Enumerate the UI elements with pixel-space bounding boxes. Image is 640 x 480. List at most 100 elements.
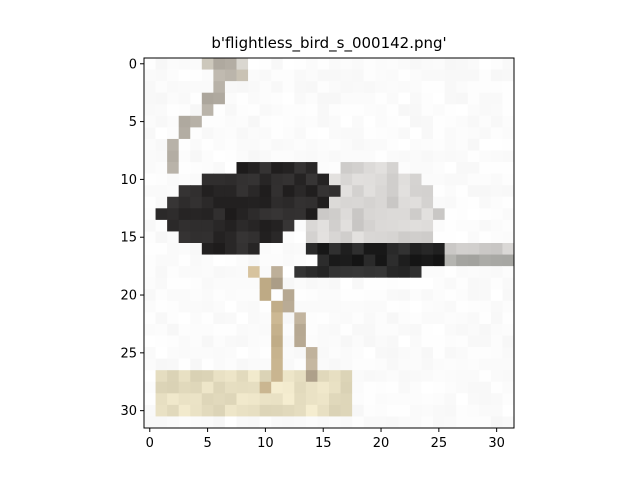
image-pixel	[456, 382, 468, 394]
image-pixel	[179, 312, 191, 324]
image-pixel	[410, 289, 422, 301]
image-pixel	[364, 301, 376, 313]
image-pixel	[364, 347, 376, 359]
image-pixel	[202, 220, 214, 232]
image-pixel	[398, 382, 410, 394]
image-pixel	[445, 266, 457, 278]
image-pixel	[190, 255, 202, 267]
image-pixel	[352, 185, 364, 197]
image-pixel	[167, 370, 179, 382]
image-pixel	[502, 347, 514, 359]
image-pixel	[167, 231, 179, 243]
image-pixel	[144, 312, 156, 324]
image-pixel	[167, 220, 179, 232]
image-pixel	[410, 104, 422, 116]
image-pixel	[144, 393, 156, 405]
image-pixel	[144, 289, 156, 301]
image-pixel	[179, 347, 191, 359]
image-pixel	[248, 185, 260, 197]
image-pixel	[491, 93, 503, 105]
image-pixel	[422, 405, 434, 417]
image-pixel	[294, 336, 306, 348]
image-pixel	[317, 370, 329, 382]
image-pixel	[202, 151, 214, 163]
image-pixel	[260, 208, 272, 220]
image-pixel	[237, 231, 249, 243]
image-pixel	[179, 104, 191, 116]
image-pixel	[502, 278, 514, 290]
image-pixel	[375, 336, 387, 348]
image-pixel	[341, 336, 353, 348]
image-pixel	[225, 266, 237, 278]
image-pixel	[456, 243, 468, 255]
image-pixel	[479, 370, 491, 382]
image-pixel	[468, 336, 480, 348]
image-pixel	[422, 301, 434, 313]
image-pixel	[317, 266, 329, 278]
image-pixel	[225, 231, 237, 243]
image-pixel	[479, 243, 491, 255]
image-pixel	[387, 93, 399, 105]
image-pixel	[260, 93, 272, 105]
image-pixel	[179, 370, 191, 382]
image-pixel	[202, 127, 214, 139]
image-pixel	[352, 416, 364, 428]
image-pixel	[491, 266, 503, 278]
image-pixel	[260, 127, 272, 139]
image-pixel	[329, 278, 341, 290]
image-pixel	[237, 81, 249, 93]
image-pixel	[271, 174, 283, 186]
image-pixel	[364, 382, 376, 394]
image-pixel	[364, 359, 376, 371]
image-pixel	[237, 289, 249, 301]
image-pixel	[271, 336, 283, 348]
image-pixel	[341, 231, 353, 243]
image-pixel	[422, 312, 434, 324]
image-pixel	[283, 220, 295, 232]
image-pixel	[329, 405, 341, 417]
image-pixel	[329, 104, 341, 116]
image-pixel	[190, 405, 202, 417]
image-pixel	[398, 336, 410, 348]
image-pixel	[271, 197, 283, 209]
x-tick-label: 10	[257, 436, 274, 451]
image-pixel	[283, 139, 295, 151]
image-pixel	[468, 197, 480, 209]
image-pixel	[329, 197, 341, 209]
image-pixel	[294, 185, 306, 197]
image-pixel	[271, 231, 283, 243]
image-pixel	[237, 151, 249, 163]
image-pixel	[352, 255, 364, 267]
image-pixel	[306, 278, 318, 290]
image-pixel	[179, 405, 191, 417]
image-pixel	[468, 370, 480, 382]
image-pixel	[179, 93, 191, 105]
image-pixel	[237, 255, 249, 267]
image-pixel	[179, 278, 191, 290]
image-pixel	[329, 58, 341, 70]
image-pixel	[456, 116, 468, 128]
image-pixel	[468, 266, 480, 278]
image-pixel	[410, 70, 422, 82]
image-pixel	[491, 104, 503, 116]
image-pixel	[479, 151, 491, 163]
image-pixel	[271, 220, 283, 232]
image-pixel	[422, 116, 434, 128]
image-pixel	[317, 81, 329, 93]
image-pixel	[294, 162, 306, 174]
image-pixel	[260, 220, 272, 232]
image-pixel	[271, 405, 283, 417]
image-pixel	[213, 208, 225, 220]
image-pixel	[271, 347, 283, 359]
image-pixel	[190, 266, 202, 278]
image-pixel	[398, 347, 410, 359]
image-pixel	[317, 301, 329, 313]
image-pixel	[202, 393, 214, 405]
image-pixel	[213, 289, 225, 301]
image-pixel	[248, 312, 260, 324]
image-pixel	[225, 81, 237, 93]
image-pixel	[225, 58, 237, 70]
image-pixel	[271, 93, 283, 105]
image-pixel	[456, 289, 468, 301]
image-pixel	[410, 197, 422, 209]
